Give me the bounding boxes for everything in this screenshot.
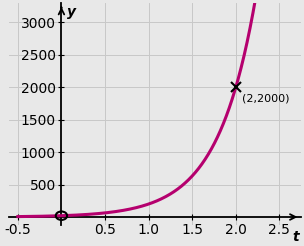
Text: y: y bbox=[67, 5, 76, 19]
Text: (2,2000): (2,2000) bbox=[242, 94, 289, 104]
Text: t: t bbox=[293, 230, 299, 244]
